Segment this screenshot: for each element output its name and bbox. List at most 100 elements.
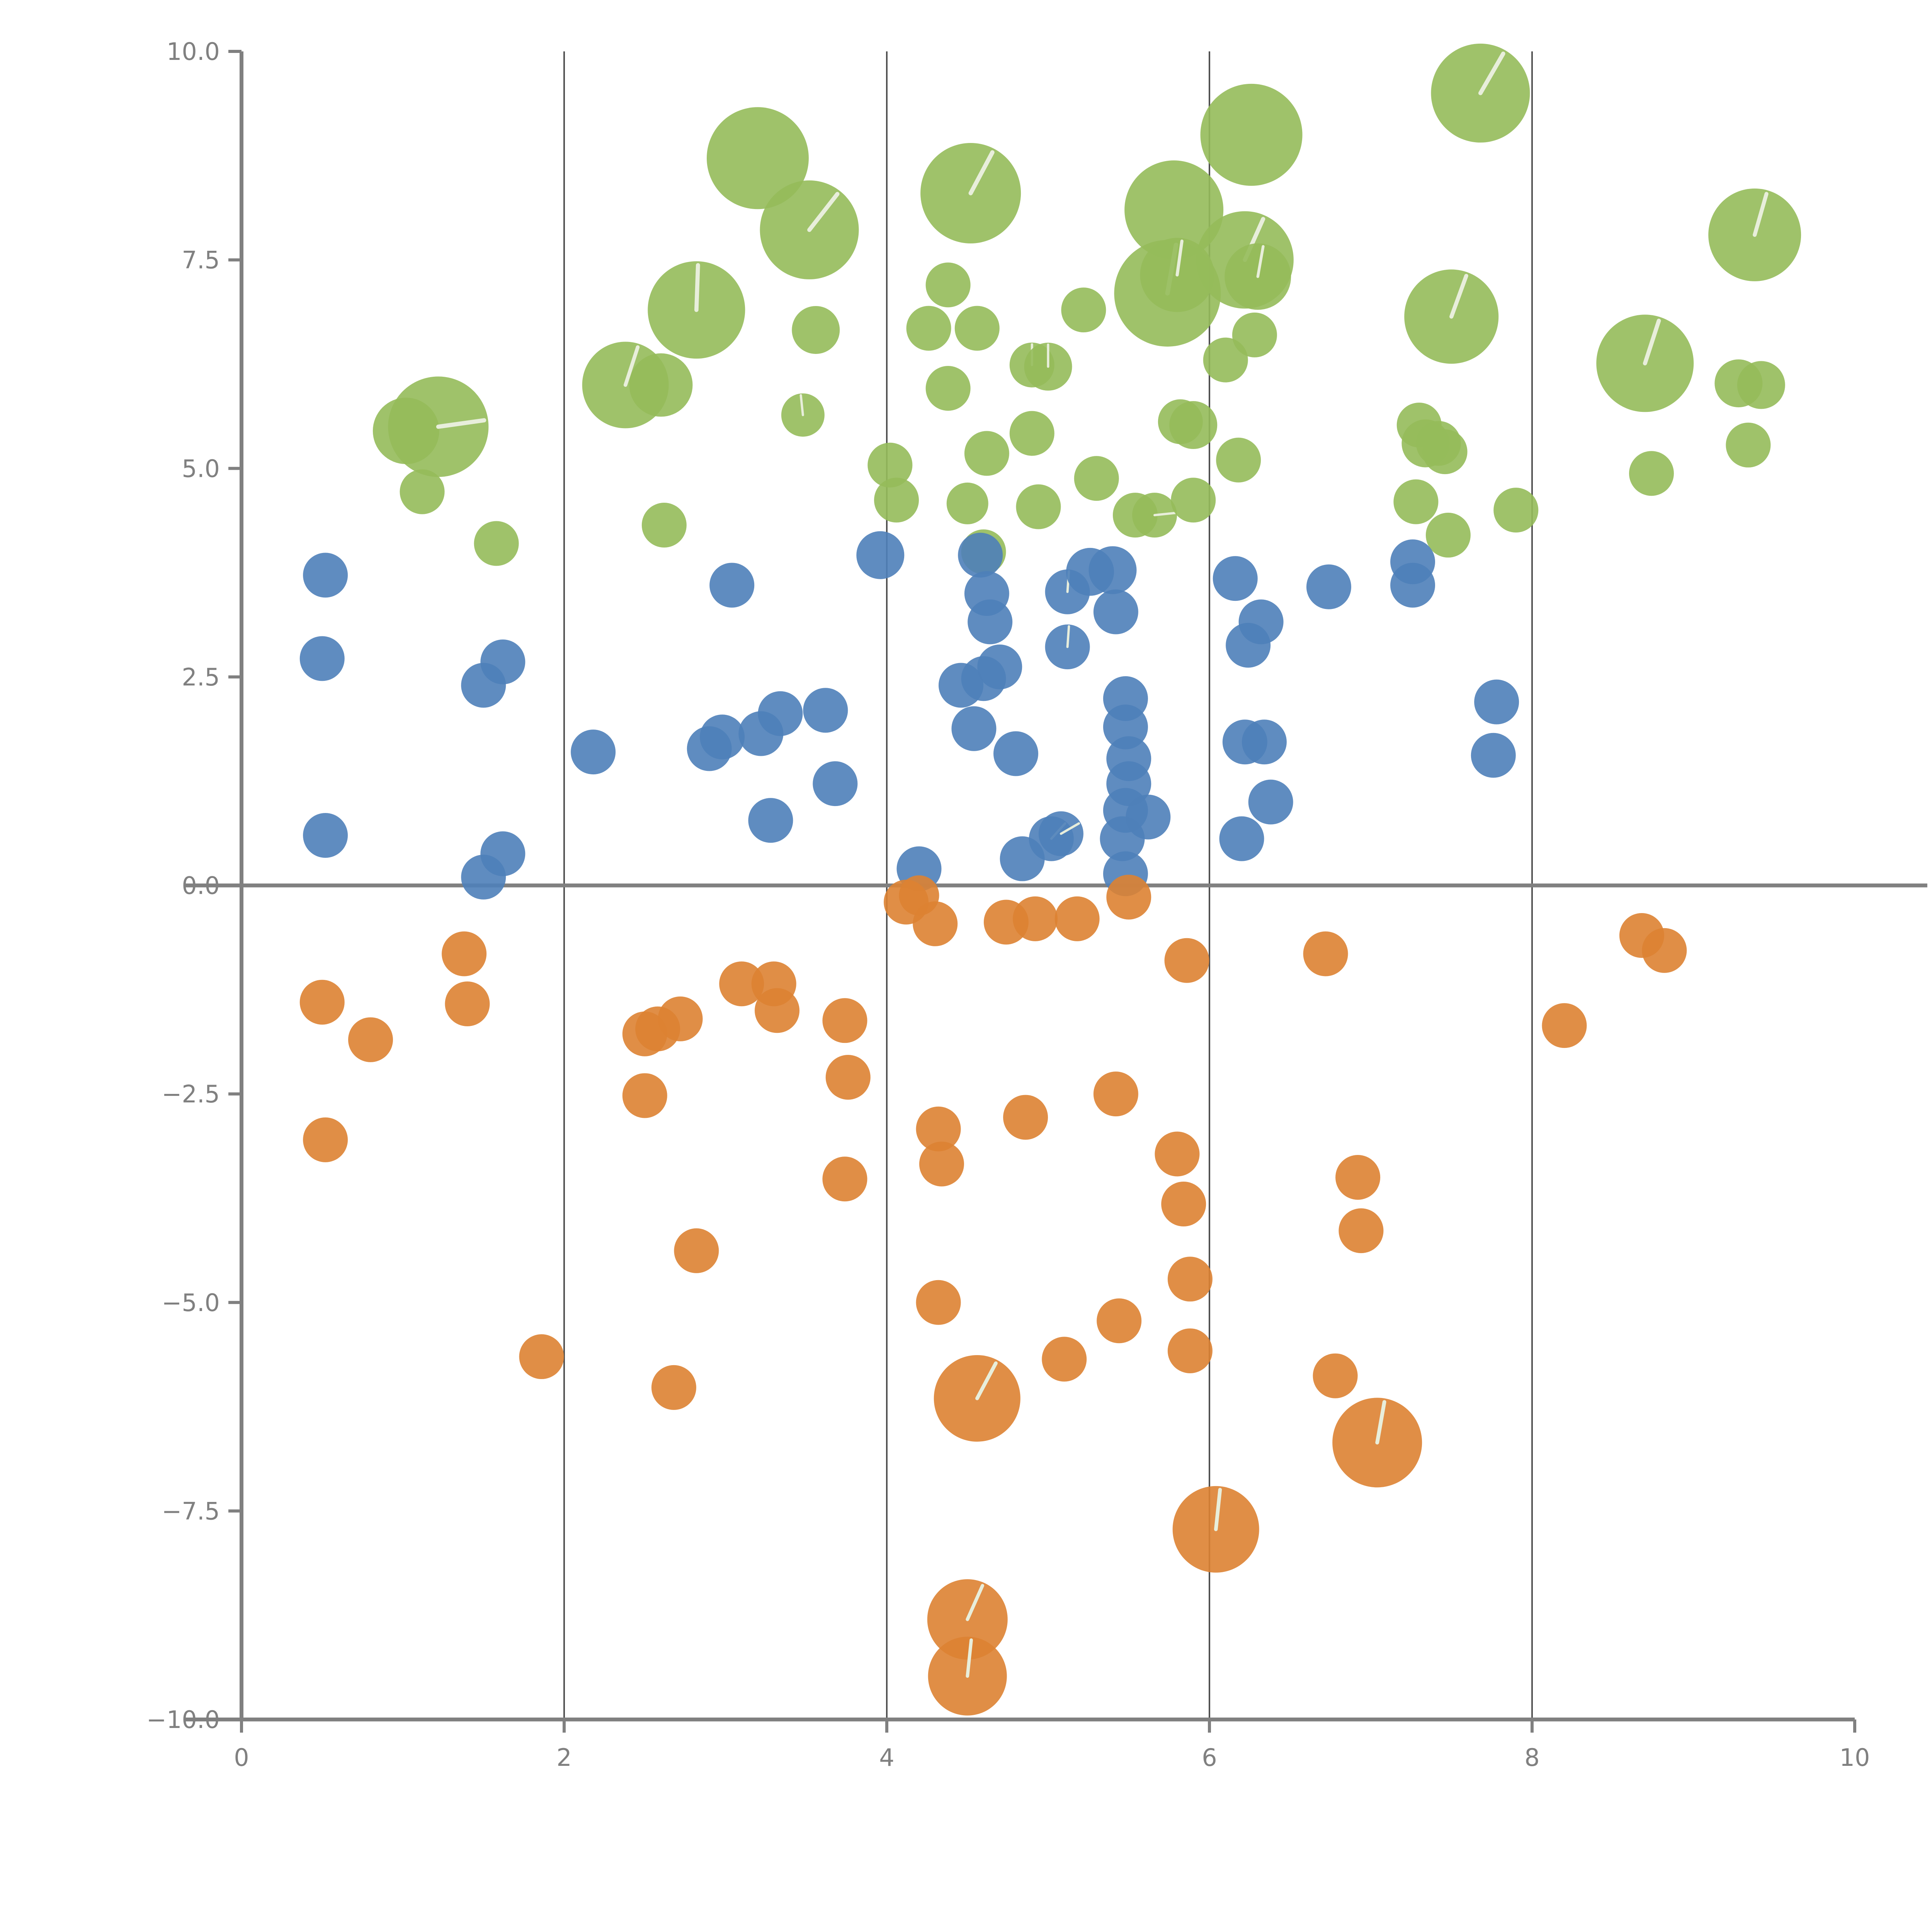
marker-orange[interactable]: [658, 996, 703, 1041]
marker-orange[interactable]: [1003, 1095, 1048, 1140]
marker-circle[interactable]: [977, 644, 1022, 689]
marker-orange[interactable]: [299, 980, 345, 1025]
marker-orange[interactable]: [303, 1117, 348, 1162]
marker-orange[interactable]: [1106, 874, 1151, 920]
marker-circle[interactable]: [874, 478, 919, 523]
marker-circle[interactable]: [1471, 733, 1516, 778]
marker-blue[interactable]: [1093, 589, 1138, 634]
marker-circle[interactable]: [1737, 361, 1785, 409]
marker-circle[interactable]: [1216, 437, 1261, 483]
marker-green[interactable]: [954, 306, 1000, 351]
marker-circle[interactable]: [474, 521, 519, 566]
marker-green[interactable]: [867, 442, 913, 488]
marker-circle[interactable]: [825, 1054, 871, 1100]
marker-green[interactable]: [1708, 188, 1801, 281]
marker-circle[interactable]: [916, 1106, 961, 1151]
marker-green[interactable]: [874, 478, 919, 523]
marker-circle[interactable]: [1009, 411, 1054, 456]
marker-orange[interactable]: [916, 1280, 961, 1325]
marker-orange[interactable]: [913, 901, 958, 946]
marker-circle[interactable]: [571, 730, 616, 775]
marker-blue[interactable]: [1219, 816, 1264, 861]
marker-orange[interactable]: [1313, 1353, 1358, 1398]
marker-orange[interactable]: [1335, 1155, 1381, 1200]
marker-circle[interactable]: [1203, 337, 1248, 383]
marker-orange[interactable]: [1164, 938, 1209, 983]
marker-circle[interactable]: [867, 442, 913, 488]
marker-circle[interactable]: [748, 798, 793, 843]
marker-blue[interactable]: [1242, 719, 1287, 765]
marker-green[interactable]: [1629, 451, 1674, 496]
marker-circle[interactable]: [1642, 928, 1687, 973]
marker-green[interactable]: [946, 482, 988, 524]
marker-circle[interactable]: [1232, 312, 1277, 357]
marker-circle[interactable]: [707, 107, 809, 209]
marker-green[interactable]: [906, 306, 951, 351]
marker-circle[interactable]: [1106, 874, 1151, 920]
marker-circle[interactable]: [480, 639, 526, 685]
marker-circle[interactable]: [1016, 484, 1061, 529]
marker-circle[interactable]: [1042, 1337, 1087, 1382]
marker-orange[interactable]: [1042, 1337, 1087, 1382]
marker-orange[interactable]: [1172, 1486, 1259, 1573]
marker-green[interactable]: [707, 107, 809, 209]
marker-green[interactable]: [920, 143, 1021, 243]
marker-blue[interactable]: [303, 813, 348, 858]
marker-green[interactable]: [1422, 429, 1468, 474]
marker-blue[interactable]: [1045, 624, 1090, 670]
marker-circle[interactable]: [1088, 546, 1137, 594]
marker-circle[interactable]: [1124, 160, 1224, 260]
marker-circle[interactable]: [951, 706, 997, 751]
marker-circle[interactable]: [709, 563, 755, 608]
marker-blue[interactable]: [856, 531, 905, 579]
marker-circle[interactable]: [1242, 719, 1287, 765]
marker-orange[interactable]: [825, 1054, 871, 1100]
marker-circle[interactable]: [954, 306, 1000, 351]
marker-circle[interactable]: [1167, 1257, 1213, 1302]
marker-orange[interactable]: [919, 1141, 964, 1187]
marker-orange[interactable]: [674, 1228, 719, 1273]
marker-circle[interactable]: [856, 531, 905, 579]
marker-circle[interactable]: [822, 1156, 867, 1202]
marker-blue[interactable]: [958, 532, 1003, 578]
marker-orange[interactable]: [916, 1106, 961, 1151]
marker-circle[interactable]: [303, 553, 348, 598]
marker-circle[interactable]: [442, 931, 487, 976]
marker-orange[interactable]: [1332, 1398, 1422, 1488]
marker-circle[interactable]: [299, 980, 345, 1025]
marker-orange[interactable]: [622, 1073, 667, 1118]
marker-orange[interactable]: [934, 1355, 1020, 1442]
marker-circle[interactable]: [919, 1141, 964, 1187]
marker-blue[interactable]: [1390, 563, 1435, 608]
marker-blue[interactable]: [1213, 556, 1258, 601]
marker-blue[interactable]: [758, 691, 803, 736]
marker-green[interactable]: [781, 393, 825, 437]
marker-circle[interactable]: [822, 998, 867, 1043]
marker-circle[interactable]: [1061, 287, 1106, 333]
marker-circle[interactable]: [622, 1073, 667, 1118]
marker-circle[interactable]: [913, 901, 958, 946]
marker-green[interactable]: [1431, 43, 1530, 143]
marker-green[interactable]: [1404, 269, 1499, 364]
marker-circle[interactable]: [1013, 896, 1058, 941]
marker-orange[interactable]: [1155, 1131, 1200, 1177]
marker-circle[interactable]: [1200, 83, 1303, 186]
marker-circle[interactable]: [303, 1117, 348, 1162]
marker-circle[interactable]: [1393, 479, 1439, 524]
marker-circle[interactable]: [1422, 429, 1468, 474]
marker-orange[interactable]: [822, 998, 867, 1043]
marker-blue[interactable]: [968, 599, 1013, 645]
data-markers[interactable]: [299, 43, 1801, 1716]
marker-orange[interactable]: [1167, 1328, 1213, 1373]
marker-green[interactable]: [1140, 238, 1214, 312]
marker-circle[interactable]: [906, 306, 951, 351]
marker-orange[interactable]: [1542, 1003, 1587, 1048]
marker-circle[interactable]: [1474, 679, 1519, 724]
marker-circle[interactable]: [445, 981, 490, 1027]
marker-green[interactable]: [1232, 312, 1277, 357]
marker-circle[interactable]: [1097, 1298, 1142, 1344]
marker-circle[interactable]: [658, 996, 703, 1041]
marker-green[interactable]: [1225, 243, 1291, 310]
marker-blue[interactable]: [1126, 794, 1171, 840]
marker-blue[interactable]: [803, 688, 848, 733]
